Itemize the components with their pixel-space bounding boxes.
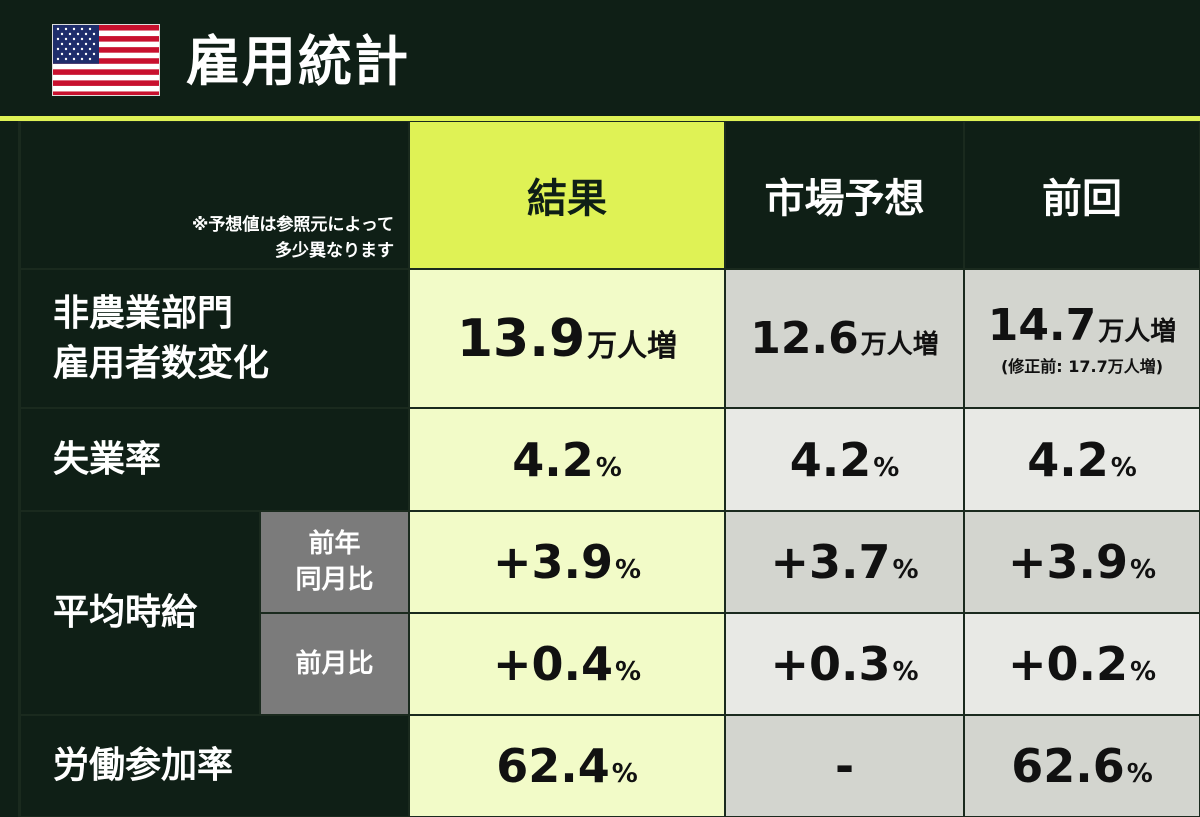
- row-label-participation: 労働参加率: [20, 715, 409, 817]
- nfp-forecast-value: 12.6: [750, 313, 859, 364]
- forecast-note: ※予想値は参照元によって 多少異なります: [192, 212, 394, 264]
- unemployment-result-value: 4.2: [512, 432, 594, 487]
- participation-result-cell: 62.4%: [409, 715, 725, 817]
- forecast-note-line2: 多少異なります: [275, 241, 394, 261]
- participation-forecast-cell: -: [725, 715, 964, 817]
- unemployment-previous-cell: 4.2%: [964, 408, 1200, 511]
- wages-mom-label: 前月比: [260, 613, 409, 715]
- header: 雇用統計: [0, 0, 1200, 117]
- participation-result-value: 62.4: [496, 739, 610, 793]
- left-stripe: [0, 121, 20, 817]
- column-header-result: 結果: [409, 121, 725, 269]
- wages-yoy-previous-value: +3.9: [1007, 535, 1128, 589]
- unemployment-previous-value: 4.2: [1027, 432, 1109, 487]
- unemployment-previous-unit: %: [1110, 452, 1137, 483]
- wages-mom-forecast-unit: %: [892, 657, 919, 687]
- wages-yoy-forecast-value: +3.7: [770, 535, 891, 589]
- nfp-previous-cell: 14.7万人増 (修正前: 17.7万人増): [964, 269, 1200, 408]
- nfp-previous: 14.7万人増: [988, 300, 1177, 351]
- table-corner: ※予想値は参照元によって 多少異なります: [20, 121, 409, 269]
- wages-mom-forecast-value: +0.3: [770, 637, 891, 691]
- participation-forecast: -: [834, 739, 855, 793]
- column-header-forecast: 市場予想: [725, 121, 964, 269]
- wages-yoy-previous: +3.9%: [1008, 535, 1156, 589]
- wages-yoy-label-line1: 前年: [308, 529, 361, 559]
- nfp-forecast-unit: 万人増: [860, 330, 939, 360]
- us-flag-graphic: [53, 25, 159, 95]
- wages-yoy-label-line2: 同月比: [295, 565, 374, 595]
- column-header-previous: 前回: [964, 121, 1200, 269]
- row-label-nfp-line2: 雇用者数変化: [53, 342, 270, 384]
- page-title: 雇用統計: [186, 30, 410, 93]
- unemployment-previous: 4.2%: [1027, 433, 1137, 487]
- wages-mom-previous: +0.2%: [1008, 637, 1156, 691]
- unemployment-forecast-cell: 4.2%: [725, 408, 964, 511]
- row-label-unemployment: 失業率: [20, 408, 409, 511]
- nfp-previous-unit: 万人増: [1098, 317, 1177, 347]
- unemployment-result: 4.2%: [512, 433, 622, 487]
- nfp-previous-note: (修正前: 17.7万人増): [1000, 357, 1164, 376]
- wages-mom-result-cell: +0.4%: [409, 613, 725, 715]
- row-label-wages: 平均時給: [20, 511, 260, 715]
- participation-previous: 62.6%: [1011, 739, 1153, 793]
- wages-mom-previous-value: +0.2: [1007, 637, 1128, 691]
- wages-mom-result-unit: %: [614, 657, 642, 687]
- us-flag-icon: [52, 24, 160, 96]
- row-label-nfp: 非農業部門 雇用者数変化: [20, 269, 409, 408]
- nfp-result-unit: 万人増: [587, 328, 678, 364]
- wages-yoy-result-cell: +3.9%: [409, 511, 725, 613]
- wages-yoy-forecast-unit: %: [892, 555, 919, 585]
- header-divider: [0, 116, 1200, 121]
- nfp-result-cell: 13.9万人増: [409, 269, 725, 408]
- unemployment-forecast-unit: %: [873, 452, 900, 483]
- participation-result: 62.4%: [496, 739, 638, 793]
- wages-mom-previous-unit: %: [1129, 657, 1157, 687]
- unemployment-forecast: 4.2%: [790, 433, 900, 487]
- participation-previous-value: 62.6: [1011, 739, 1125, 793]
- wages-yoy-label: 前年 同月比: [260, 511, 409, 613]
- nfp-forecast: 12.6万人増: [750, 313, 939, 364]
- nfp-result: 13.9万人増: [457, 309, 677, 369]
- participation-previous-unit: %: [1126, 759, 1153, 789]
- nfp-forecast-cell: 12.6万人増: [725, 269, 964, 408]
- wages-yoy-forecast: +3.7%: [770, 535, 918, 589]
- wages-yoy-result-unit: %: [614, 555, 642, 585]
- wages-yoy-previous-unit: %: [1129, 555, 1157, 585]
- participation-result-unit: %: [611, 759, 638, 789]
- participation-previous-cell: 62.6%: [964, 715, 1200, 817]
- wages-mom-previous-cell: +0.2%: [964, 613, 1200, 715]
- stats-table: ※予想値は参照元によって 多少異なります 結果 市場予想 前回 非農業部門 雇用…: [0, 121, 1200, 817]
- nfp-result-value: 13.9: [456, 308, 586, 369]
- wages-mom-result: +0.4%: [493, 637, 641, 691]
- wages-mom-forecast-cell: +0.3%: [725, 613, 964, 715]
- wages-mom-forecast: +0.3%: [770, 637, 918, 691]
- wages-mom-result-value: +0.4: [492, 637, 613, 691]
- forecast-note-line1: ※予想値は参照元によって: [191, 215, 394, 235]
- wages-yoy-forecast-cell: +3.7%: [725, 511, 964, 613]
- row-label-nfp-line1: 非農業部門: [53, 292, 234, 334]
- wages-yoy-result-value: +3.9: [492, 535, 613, 589]
- unemployment-forecast-value: 4.2: [789, 432, 872, 487]
- nfp-previous-value: 14.7: [987, 300, 1097, 351]
- unemployment-result-unit: %: [595, 452, 622, 483]
- unemployment-result-cell: 4.2%: [409, 408, 725, 511]
- wages-yoy-result: +3.9%: [493, 535, 641, 589]
- wages-yoy-previous-cell: +3.9%: [964, 511, 1200, 613]
